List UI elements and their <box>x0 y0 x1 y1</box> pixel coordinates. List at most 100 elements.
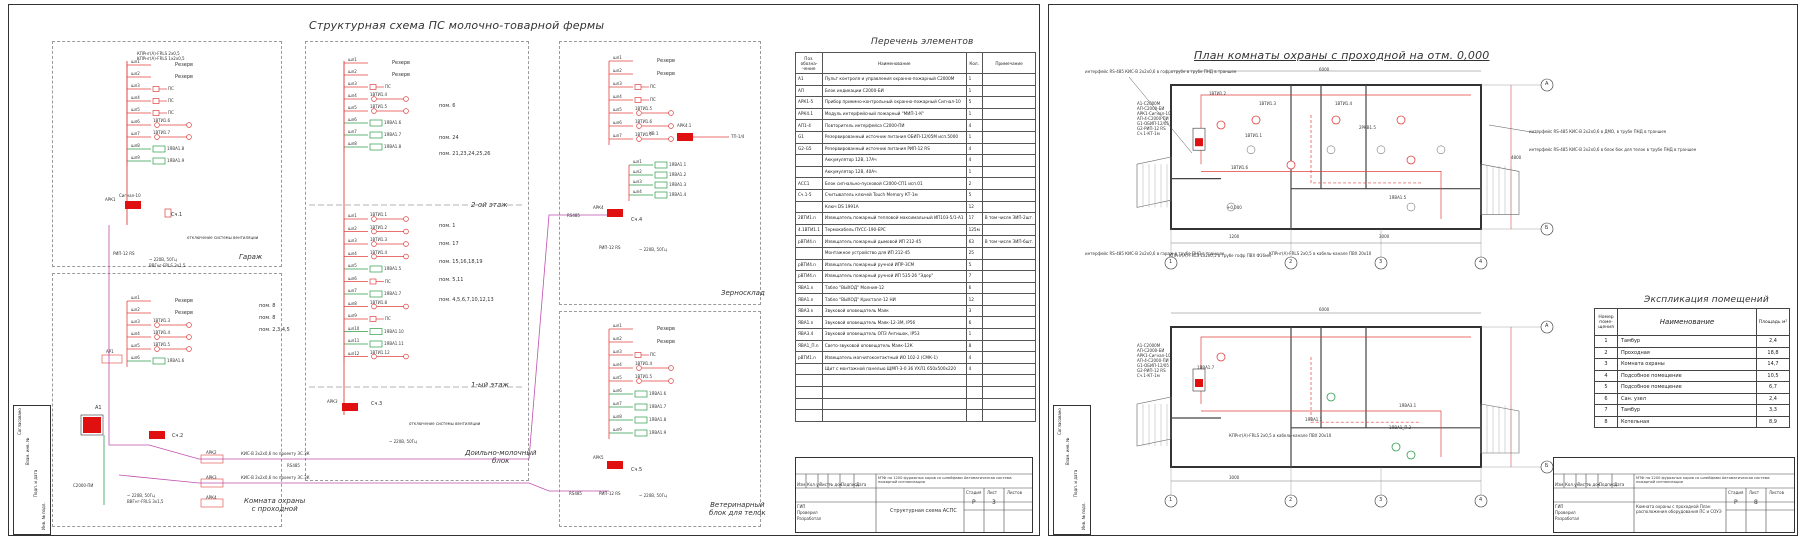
loop-number: шл5 <box>613 107 622 112</box>
spec-cell-pos: ЯВА1_П.n <box>795 339 823 353</box>
sounder-symbol <box>654 171 668 179</box>
axis-label: 3 <box>1379 497 1383 503</box>
expl-table: Номер поме-щения Наименование Площадь м²… <box>1594 308 1790 428</box>
spec-cell-pos <box>795 165 823 179</box>
loop-number: шл2 <box>633 169 642 174</box>
loop-number: шл3 <box>613 349 622 354</box>
equipment-list-item: G2-РИП-12 RS <box>1137 368 1166 373</box>
expl-row: 1 Тамбур 2,4 <box>1594 335 1790 348</box>
room-label: пом. 17 <box>439 241 459 247</box>
sounder-label: 1ЯВА1.8 <box>649 417 667 422</box>
stamp-left-sheets-label: Листов <box>1007 490 1022 495</box>
detector-symbol <box>371 216 377 222</box>
rs485-label: RS485 <box>569 491 582 496</box>
detector-symbol <box>403 216 409 222</box>
spec-header-row: Поз. обозна-чение Наименование Кол. Прим… <box>795 52 1037 74</box>
detector-symbol <box>403 353 409 360</box>
spec-cell-pos: АП <box>795 84 823 98</box>
equipment-list-item: АРК1-Сигнал-10 <box>1137 353 1171 358</box>
spec-cell-note <box>981 96 1037 109</box>
detector-label: 1ВТИ1.3 <box>370 237 388 242</box>
equipment-list-item: Сч.1-КТ-1м <box>1137 373 1160 378</box>
loop-end-label: ПС <box>385 316 391 321</box>
expl-row: 7 Тамбур 3,3 <box>1594 404 1790 417</box>
spec-cell-pos <box>795 246 823 260</box>
device-label-sch3: Сч.3 <box>371 401 383 407</box>
spec-cell-empty <box>821 409 967 422</box>
manual-callpoint-symbol <box>634 352 642 358</box>
expl-cell-name: Подсобное помещение <box>1617 381 1757 394</box>
device-label-a1: А1 <box>95 405 102 411</box>
mains-cable-label: ВВГнг-FRLS 3х1,5 <box>149 263 186 268</box>
expl-row: 8 Котельная 8,9 <box>1594 415 1790 428</box>
loop-number: шл1 <box>613 55 622 60</box>
mains-label: ~ 220В, 50Гц <box>639 247 667 252</box>
spec-row: ЯВА1.n Звуковой оповещатель Маяк-12-3М, I… <box>795 316 1037 330</box>
axis-label: 4 <box>1479 259 1483 265</box>
loop-number: шл2 <box>131 307 140 312</box>
sheet-floor-plan: Согласовано Взам. инв. № Подп. и дата Ин… <box>1048 4 1798 536</box>
expl-cell-name: Проходная <box>1617 346 1757 359</box>
axis-label: 1 <box>1169 259 1173 265</box>
detector-symbol <box>1331 115 1341 125</box>
detector-label: 1ВТИ1.4 <box>635 361 653 366</box>
detector-symbol <box>154 346 160 352</box>
axis-label: 3 <box>1379 259 1383 265</box>
expl-row: 3 Комната охраны 14,7 <box>1594 358 1790 371</box>
spec-cell-qty: 6 <box>965 281 983 295</box>
floor-label-1: 1-ый этаж <box>471 381 509 389</box>
reserve-label: Резерв <box>392 60 410 66</box>
detector-symbol <box>154 322 160 328</box>
spec-row: 2BTИ1.n Извещатель пожарный тепловой макс… <box>795 212 1037 225</box>
spec-header-qty: Кол. <box>965 52 983 74</box>
device-label-ark1: АРК1 <box>105 197 116 202</box>
device-label-ar4: АРК4 <box>206 495 217 500</box>
spec-row: АСС1 Блок сигнально-пусковой С2000-СП1 ис… <box>795 177 1037 190</box>
expl-cell-area: 3,3 <box>1756 404 1790 417</box>
console-frame <box>80 414 104 436</box>
spec-cell-name: Пульт контроля и управления охранно-пожа… <box>821 73 967 86</box>
spec-cell-qty: 125м <box>965 223 983 237</box>
expl-cell-area: 2,4 <box>1756 392 1790 405</box>
mains-label: ~ 220В, 50Гц <box>389 439 417 444</box>
expl-cell-name: Котельная <box>1617 415 1757 428</box>
sounder-label: 1ЯВА1.6 <box>649 391 667 396</box>
spec-cell-note <box>981 73 1037 86</box>
spec-cell-qty: 1 <box>965 328 983 341</box>
expl-cell-num: 4 <box>1594 369 1618 382</box>
console-a1 <box>83 417 101 433</box>
sounder-label: 1ЯВА1.3 <box>669 182 687 187</box>
zone-garage <box>52 41 282 267</box>
loop-number: шл4 <box>633 189 642 194</box>
zone-grain <box>559 41 761 305</box>
detector-symbol <box>154 334 160 340</box>
spec-cell-qty: 12 <box>965 200 983 214</box>
plan-mark: 1ВТИ1.3 <box>1259 101 1277 106</box>
spec-cell-name: Табло "ВЫХОД" Молния-12 <box>821 281 967 295</box>
detector-symbol <box>1286 160 1296 170</box>
spec-cell-name: Монтажное устройство для ИП 212-45 <box>821 246 967 260</box>
loop-number: шл1 <box>613 323 622 328</box>
panel-block-security <box>149 431 165 439</box>
spec-row: рBTИ4.n Извещатель пожарный ручной ИП 535… <box>795 270 1037 283</box>
detector-symbol <box>403 241 409 247</box>
loop-number: шл6 <box>613 388 622 393</box>
stamp-right-label-3: № док. <box>1587 482 1602 487</box>
expl-row: 6 Сан. узел 2,4 <box>1594 392 1790 405</box>
spec-cell-empty <box>795 386 823 399</box>
side-strip-left <box>13 405 51 535</box>
sounder-symbol <box>634 416 648 424</box>
manual-callpoint-symbol <box>634 84 642 90</box>
loop-number: шл5 <box>131 343 140 348</box>
title-block-right: Изм. Кол.уч Лист № док. Подпись Дата МТФ… <box>1553 457 1795 533</box>
spec-cell-note <box>981 304 1037 318</box>
callout-label: интерфейс RS-485 КИС-В 2х2х0,6 в гофротр… <box>1085 69 1237 74</box>
loop-number: шл2 <box>348 69 357 74</box>
sounder-symbol <box>634 403 648 411</box>
detector-symbol <box>371 303 377 310</box>
callout-leader <box>1128 76 1193 154</box>
loop-number: шл3 <box>131 83 140 88</box>
detector-symbol <box>403 96 409 102</box>
detector-label: 1ВТИ1.5 <box>370 104 388 109</box>
expl-cell-name: Сан. узел <box>1617 392 1757 405</box>
